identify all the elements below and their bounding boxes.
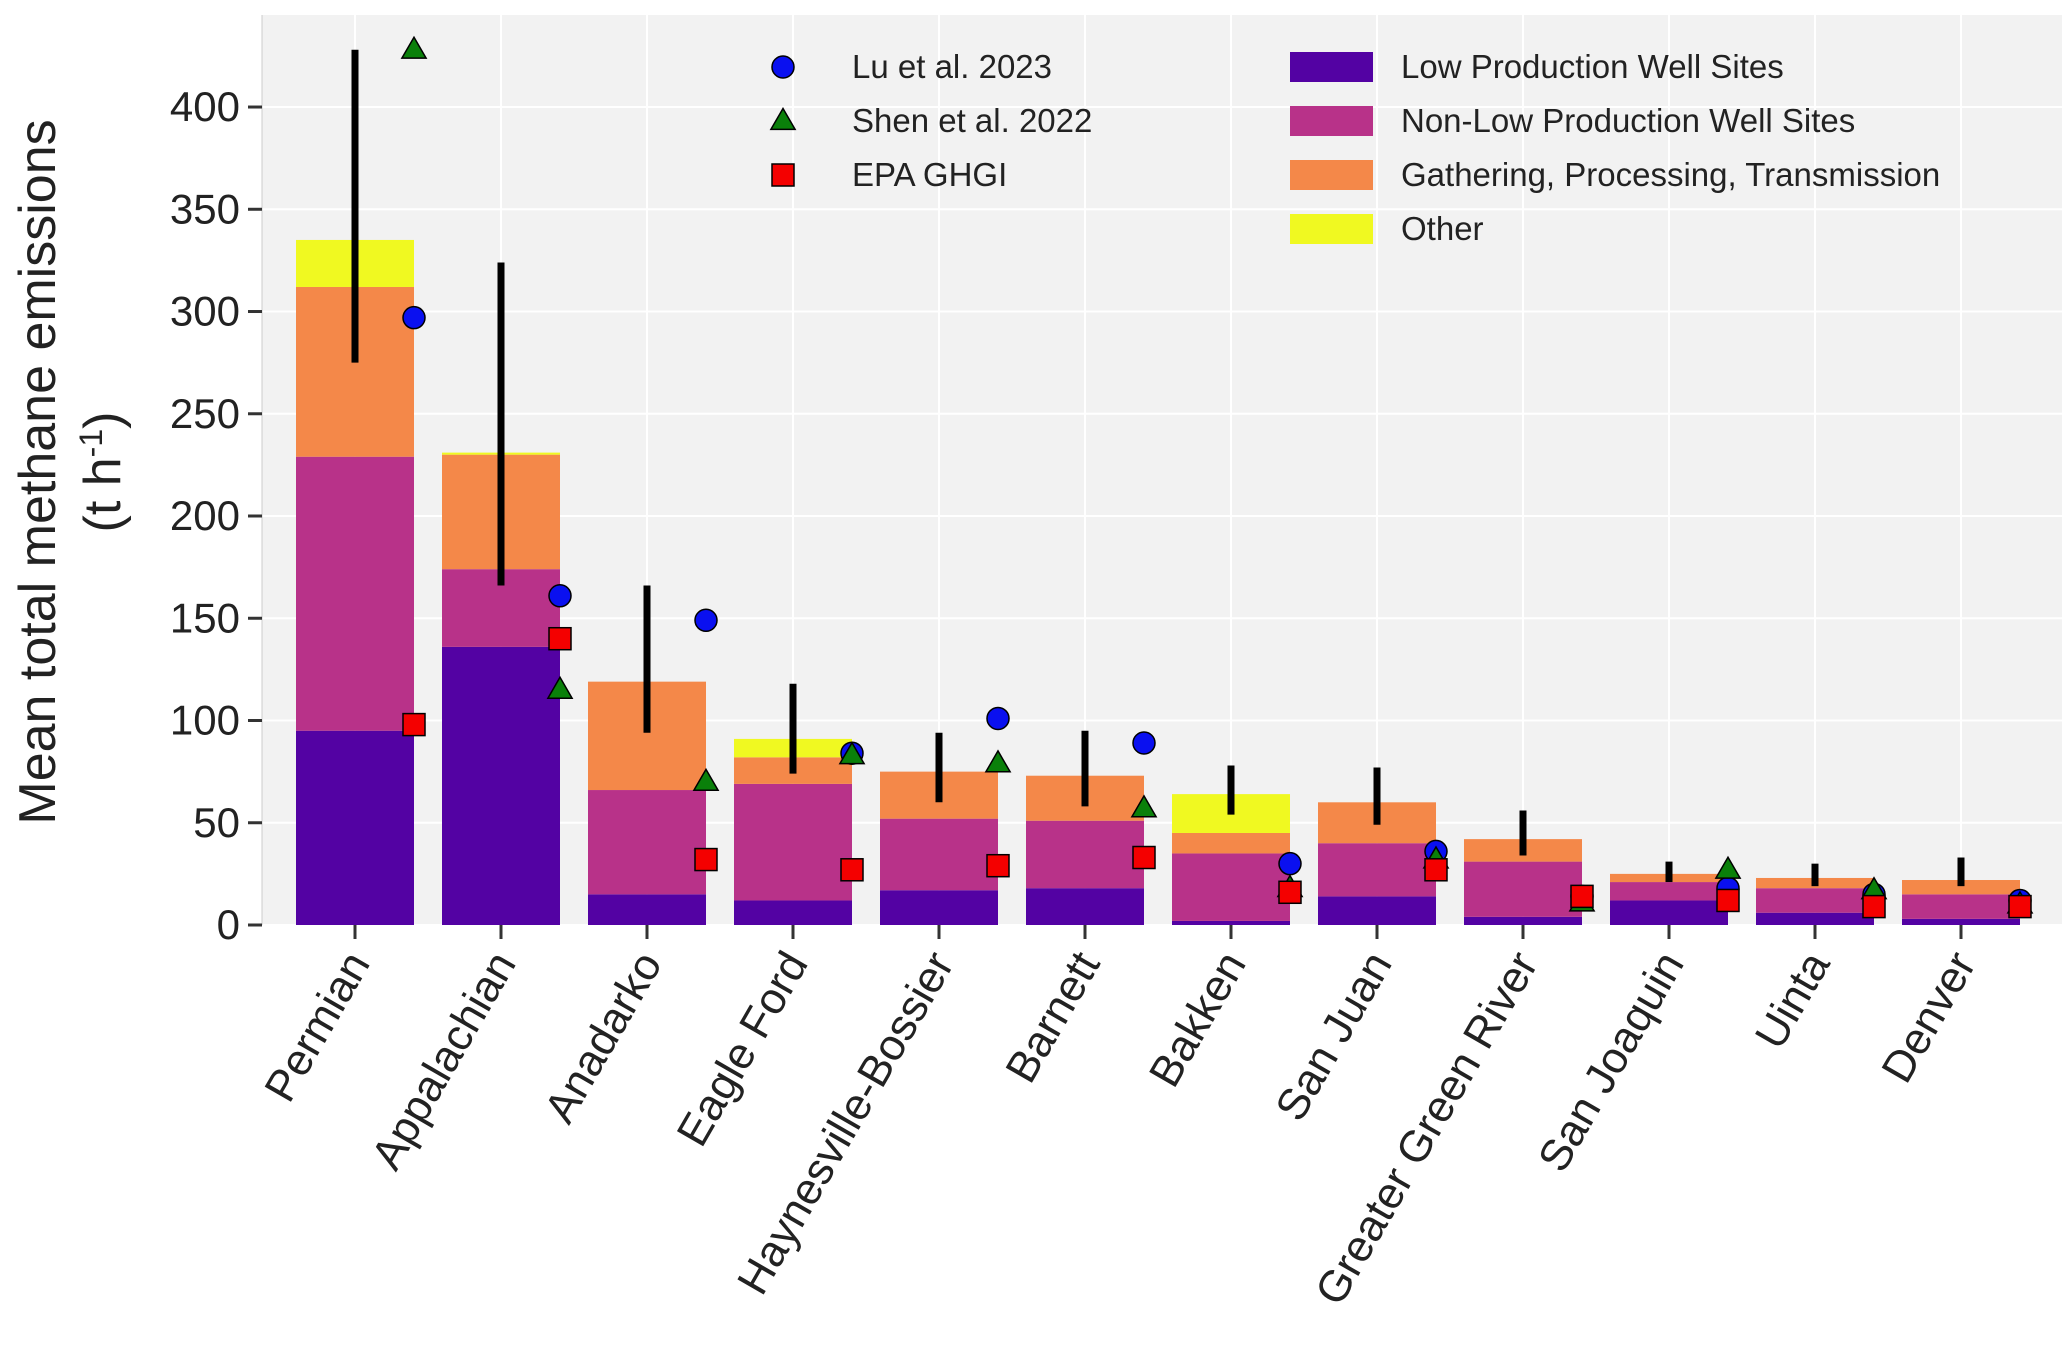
bar-segment	[442, 646, 560, 925]
plot-background	[262, 15, 2062, 925]
legend-label: Gathering, Processing, Transmission	[1401, 156, 1940, 193]
data-point-circle	[1132, 731, 1156, 755]
bar-segment	[296, 456, 414, 731]
y-axis-unit-superscript: -1	[73, 429, 109, 457]
legend-label: Low Production Well Sites	[1401, 48, 1784, 85]
error-bars	[351, 49, 1965, 887]
x-tick-label: Appalachian	[362, 944, 526, 1178]
bar-segment	[1464, 916, 1582, 925]
y-tick-label: 200	[170, 492, 240, 539]
bar-segment	[1172, 920, 1290, 925]
y-tick-label: 50	[193, 799, 240, 846]
legend-markers: Lu et al. 2023 Shen et al. 2022 EPA GHGI	[769, 48, 1092, 193]
x-tick-label: San Juan	[1266, 944, 1401, 1130]
bar-segment	[1318, 896, 1436, 925]
y-tick-label: 350	[170, 185, 240, 232]
data-point-triangle	[692, 767, 720, 791]
bar-segment	[1610, 900, 1728, 925]
legend-label: Non-Low Production Well Sites	[1401, 102, 1855, 139]
data-point-square	[986, 853, 1010, 878]
y-tick-label: 300	[170, 288, 240, 335]
data-point-triangle	[546, 675, 574, 699]
legend-marker-circle	[771, 55, 795, 79]
bar-segment	[1610, 882, 1728, 901]
bar-segment	[734, 783, 852, 901]
data-point-circle	[986, 706, 1010, 731]
comparison-markers	[400, 35, 2034, 919]
x-tick-label: Bakken	[1140, 944, 1256, 1096]
data-point-circle	[694, 608, 718, 633]
legend-label: Lu et al. 2023	[852, 48, 1052, 85]
y-tick-label: 0	[217, 901, 240, 948]
legend-swatch	[1290, 106, 1373, 136]
data-point-triangle	[1130, 794, 1158, 818]
legend-swatch	[1290, 214, 1373, 244]
data-point-square	[840, 858, 864, 882]
stacked-bars	[296, 239, 2020, 925]
bar-segment	[296, 730, 414, 925]
data-point-square	[402, 712, 426, 737]
y-axis-unit: (t h-1)	[73, 412, 132, 533]
legend-marker-triangle	[769, 106, 797, 131]
data-point-square	[1862, 894, 1886, 919]
bar-segment	[1902, 880, 2020, 895]
legend-swatch	[1290, 52, 1373, 82]
data-point-square	[1716, 888, 1740, 913]
bar-segment	[880, 818, 998, 891]
data-point-square	[1132, 845, 1156, 870]
legend-label: Shen et al. 2022	[852, 102, 1092, 139]
data-point-triangle	[838, 741, 866, 765]
x-tick-label: Eagle Ford	[668, 944, 818, 1155]
y-tick-label: 400	[170, 83, 240, 130]
legend-marker-square	[771, 163, 795, 187]
x-tick-label: Denver	[1872, 944, 1985, 1091]
data-point-square	[1278, 880, 1302, 905]
bar-segment	[1172, 832, 1290, 854]
data-point-triangle	[1714, 855, 1742, 879]
legend-bars: Low Production Well Sites Non-Low Product…	[1290, 48, 1940, 247]
data-point-triangle	[400, 35, 428, 59]
bar-segment	[1902, 918, 2020, 925]
data-point-square	[2008, 894, 2032, 919]
bar-segment	[1756, 912, 1874, 925]
y-axis: 0 50 100 150 200 250 300 350 400	[170, 15, 263, 948]
y-axis-title: Mean total methane emissions	[9, 119, 67, 824]
bar-segment	[1026, 888, 1144, 925]
x-tick-label: San Joaquin	[1529, 944, 1694, 1180]
bar-segment	[1464, 861, 1582, 917]
legend-label: Other	[1401, 210, 1484, 247]
data-point-square	[548, 626, 572, 651]
bar-segment	[588, 790, 706, 895]
legend-label: EPA GHGI	[852, 156, 1007, 193]
data-point-square	[1424, 858, 1448, 882]
data-point-circle	[402, 305, 426, 330]
legend-swatch	[1290, 160, 1373, 190]
bar-segment	[734, 900, 852, 925]
data-point-triangle	[984, 749, 1012, 773]
x-tick-label: Barnett	[996, 944, 1109, 1091]
x-tick-label: Anadarko	[535, 944, 672, 1132]
x-tick-label: Uinta	[1746, 943, 1840, 1057]
data-point-circle	[1278, 851, 1302, 876]
y-axis-unit-close: )	[74, 412, 132, 429]
data-point-square	[1570, 884, 1594, 909]
bar-segment	[1318, 843, 1436, 897]
bar-segment	[1902, 894, 2020, 919]
bar-segment	[1026, 820, 1144, 889]
y-tick-label: 100	[170, 697, 240, 744]
x-tick-label: Permian	[255, 944, 379, 1110]
data-point-square	[694, 847, 718, 872]
y-tick-label: 150	[170, 594, 240, 641]
bar-segment	[1172, 853, 1290, 921]
bar-segment	[588, 894, 706, 925]
y-tick-label: 250	[170, 390, 240, 437]
data-point-circle	[548, 584, 572, 608]
bar-segment	[880, 890, 998, 925]
bar-segment	[1756, 888, 1874, 913]
